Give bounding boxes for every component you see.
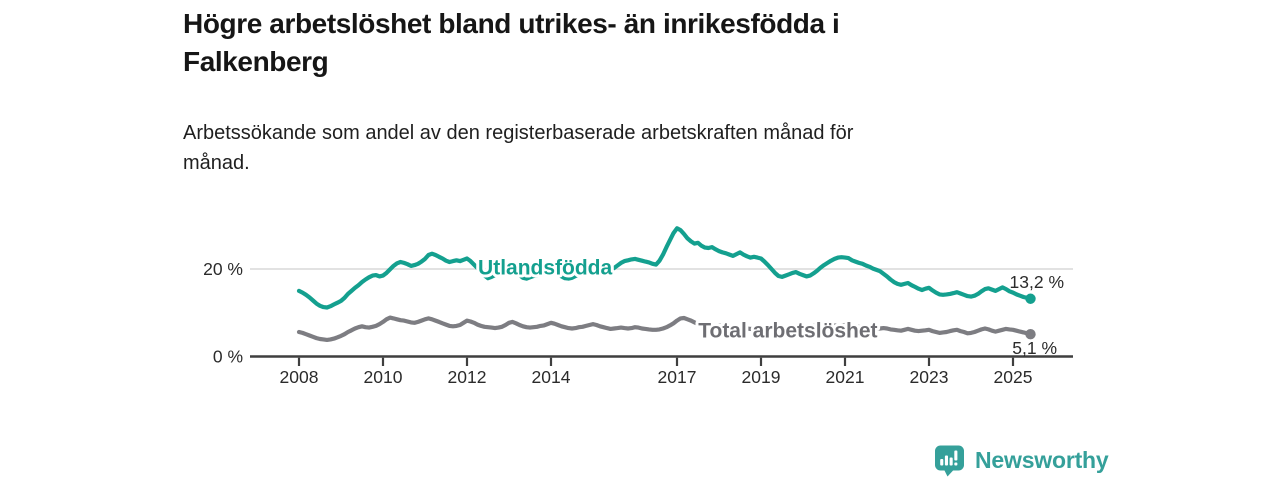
page-title: Högre arbetslöshet bland utrikes- än inr… (183, 5, 1083, 81)
series-inline-label-1: Total arbetslöshet (698, 319, 877, 342)
bar-chart-speech-bubble-icon (935, 445, 964, 477)
x-tick-label-2008: 2008 (280, 367, 319, 387)
x-tick-label-2023: 2023 (910, 367, 949, 387)
series-inline-label-0: Utlandsfödda (478, 256, 612, 279)
x-tick-label-2017: 2017 (658, 367, 697, 387)
page-subtitle-line2: månad. (183, 152, 250, 174)
x-tick-label-2019: 2019 (742, 367, 781, 387)
newsworthy-wordmark: Newsworthy (975, 447, 1109, 473)
x-tick-label-2025: 2025 (994, 367, 1033, 387)
series-end-value-label-0: 13,2 % (1010, 272, 1064, 292)
series-line-0 (296, 226, 1033, 310)
page-title-line2: Falkenberg (183, 46, 329, 77)
series-end-dot-0 (1025, 293, 1036, 304)
series-end-dot-1 (1025, 328, 1036, 340)
x-tick-label-2021: 2021 (826, 367, 865, 387)
series-line-1 (296, 315, 1033, 342)
page-subtitle: Arbetssökande som andel av den registerb… (183, 118, 1043, 178)
x-tick-label-2010: 2010 (364, 367, 403, 387)
page-subtitle-line1: Arbetssökande som andel av den registerb… (183, 122, 854, 144)
y-axis-label-0: 0 % (213, 347, 243, 367)
x-tick-label-2014: 2014 (532, 367, 571, 387)
series-end-value-label-1: 5,1 % (1012, 338, 1057, 358)
x-tick-label-2012: 2012 (448, 367, 487, 387)
newsworthy-logo: Newsworthy (933, 443, 1109, 477)
y-axis-label-20: 20 % (203, 259, 243, 279)
page-title-line1: Högre arbetslöshet bland utrikes- än inr… (183, 8, 840, 39)
